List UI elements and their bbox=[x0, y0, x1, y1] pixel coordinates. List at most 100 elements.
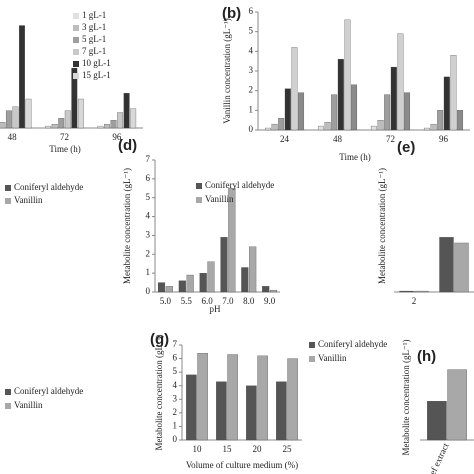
bar bbox=[0, 122, 6, 129]
legend-swatch bbox=[196, 197, 202, 203]
bar bbox=[399, 290, 414, 293]
bar bbox=[71, 67, 78, 129]
bar bbox=[220, 237, 228, 293]
legend-label: Vanillin bbox=[14, 400, 43, 410]
x-axis-title: pH bbox=[210, 304, 222, 314]
bar bbox=[404, 92, 411, 131]
bar bbox=[291, 47, 298, 131]
y-tick-label: 0 bbox=[249, 124, 254, 134]
bar bbox=[64, 110, 71, 129]
legend-label: Coniferyl aldehyde bbox=[14, 386, 83, 396]
y-axis-title: Metabolite concentration (gL⁻¹) bbox=[154, 335, 164, 451]
x-tick-label: 15 bbox=[223, 444, 233, 454]
bar bbox=[97, 125, 104, 129]
bar bbox=[384, 94, 391, 131]
legend-label: 3 gL-1 bbox=[82, 22, 106, 32]
legend-swatch bbox=[73, 49, 79, 55]
legend-swatch bbox=[73, 13, 79, 19]
bar bbox=[264, 127, 271, 131]
panel-label: (h) bbox=[417, 348, 436, 365]
x-tick-label: 25 bbox=[283, 444, 293, 454]
x-tick-label: 24 bbox=[280, 134, 290, 144]
bar bbox=[454, 242, 469, 293]
bar bbox=[344, 19, 351, 131]
bar bbox=[284, 88, 291, 131]
y-axis-title: Metabolite concentration (gL⁻¹) bbox=[122, 168, 132, 284]
x-axis-title: Time (h) bbox=[49, 144, 80, 154]
legend-label: Coniferyl aldehyde bbox=[14, 182, 83, 192]
y-tick-label: 2 bbox=[249, 85, 254, 95]
bar bbox=[423, 127, 430, 131]
bar bbox=[337, 59, 344, 131]
bar bbox=[228, 188, 236, 293]
bar bbox=[207, 261, 215, 293]
y-tick-label: 3 bbox=[173, 393, 178, 403]
legend-label: Vanillin bbox=[14, 195, 43, 205]
y-axis-title: Vanillin concentration (gL⁻¹) bbox=[222, 18, 232, 123]
legend-swatch bbox=[5, 389, 11, 395]
x-tick-label: 2 bbox=[412, 296, 417, 306]
legend-swatch bbox=[196, 183, 202, 189]
legend-label: 1 gL-1 bbox=[82, 10, 106, 20]
panel-label: (g) bbox=[150, 331, 169, 348]
bar bbox=[377, 120, 384, 131]
legend-swatch bbox=[5, 403, 11, 409]
legend-label: 5 gL-1 bbox=[82, 34, 106, 44]
bar bbox=[298, 92, 305, 131]
y-tick-label: 5 bbox=[173, 366, 178, 376]
y-tick-label: 4 bbox=[249, 45, 254, 55]
legend-swatch bbox=[73, 37, 79, 43]
bar bbox=[397, 33, 404, 131]
y-tick-label: 7 bbox=[146, 154, 151, 164]
bar bbox=[45, 125, 52, 129]
x-tick-label: 72 bbox=[60, 132, 69, 142]
y-axis-title: Metabolite concentration (gL⁻¹) bbox=[401, 340, 411, 456]
y-axis-title: Metabolite concentration (gL⁻¹) bbox=[377, 168, 387, 284]
bar bbox=[197, 352, 208, 441]
x-tick-label: 7.0 bbox=[222, 296, 234, 306]
bar bbox=[186, 374, 197, 441]
y-tick-label: 0 bbox=[146, 286, 151, 296]
legend-label: Vanillin bbox=[318, 353, 347, 363]
bar bbox=[269, 289, 278, 293]
x-axis-title: Time (h) bbox=[339, 152, 370, 162]
y-tick-label: 5 bbox=[249, 26, 254, 36]
legend-label: 10 gL-1 bbox=[82, 58, 111, 68]
bar bbox=[241, 267, 249, 293]
bar bbox=[104, 123, 110, 129]
legend-label: Vanillin bbox=[205, 194, 234, 204]
y-tick-label: 4 bbox=[146, 211, 151, 221]
y-tick-label: 0 bbox=[173, 434, 178, 444]
y-tick-label: 6 bbox=[146, 173, 151, 183]
bar bbox=[414, 290, 429, 293]
bar bbox=[178, 280, 186, 293]
y-tick-label: 7 bbox=[173, 339, 178, 349]
legend-swatch bbox=[73, 73, 79, 79]
bar bbox=[287, 358, 298, 441]
bar bbox=[450, 55, 457, 131]
x-tick-label: 8.0 bbox=[243, 296, 255, 306]
bar bbox=[25, 98, 32, 129]
bar bbox=[443, 76, 450, 131]
legend-label: 7 gL-1 bbox=[82, 46, 106, 56]
legend-swatch bbox=[73, 61, 79, 67]
bar bbox=[199, 272, 207, 293]
legend-swatch bbox=[73, 25, 79, 31]
legend-swatch bbox=[5, 185, 11, 191]
bar bbox=[317, 125, 324, 131]
legend-swatch bbox=[5, 198, 11, 204]
y-tick-label: 1 bbox=[249, 104, 254, 114]
x-tick-label: 48 bbox=[8, 132, 18, 142]
bar bbox=[370, 125, 377, 131]
x-tick-label: 20 bbox=[253, 444, 263, 454]
bar bbox=[249, 246, 257, 293]
bar bbox=[257, 355, 268, 441]
bar bbox=[262, 286, 270, 293]
x-tick-label: 5.5 bbox=[181, 296, 193, 306]
bar bbox=[324, 121, 331, 131]
bar bbox=[77, 98, 84, 129]
bar bbox=[165, 286, 173, 293]
y-tick-label: 4 bbox=[173, 380, 178, 390]
bar bbox=[123, 93, 130, 129]
